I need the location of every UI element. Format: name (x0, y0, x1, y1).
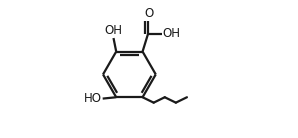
Text: OH: OH (105, 24, 123, 37)
Text: HO: HO (84, 92, 102, 105)
Text: OH: OH (162, 27, 180, 40)
Text: O: O (144, 6, 153, 19)
